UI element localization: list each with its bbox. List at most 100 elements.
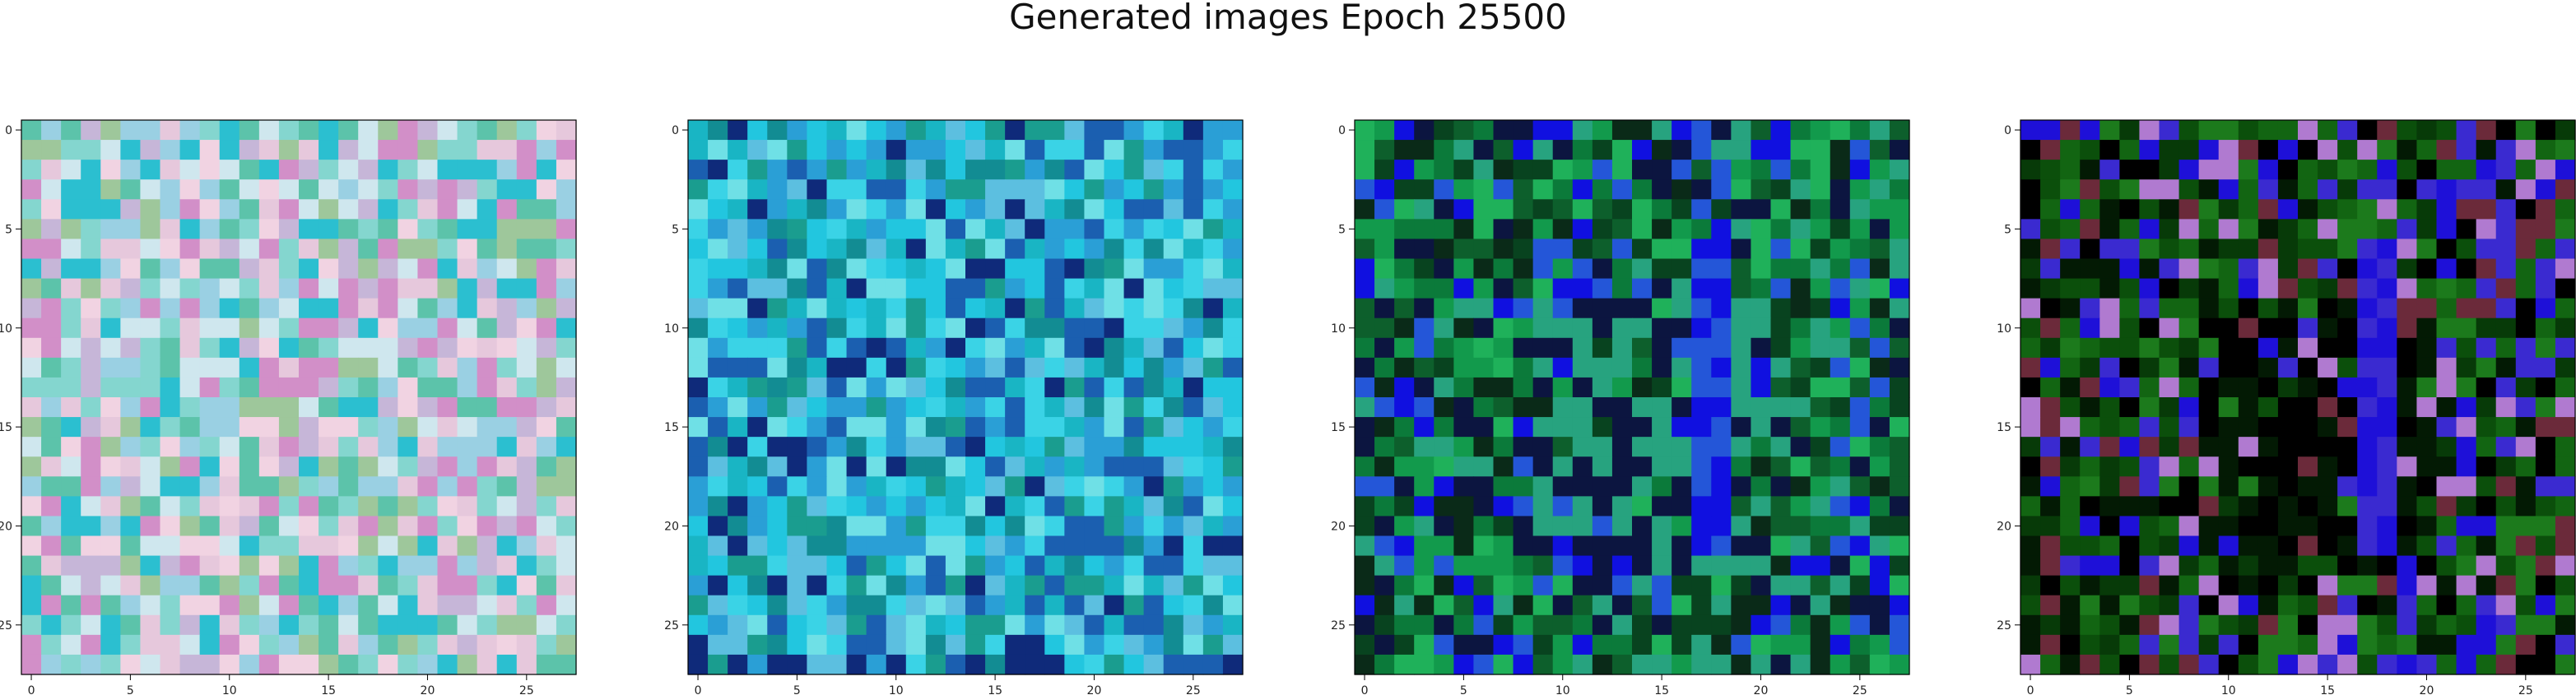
pixel-cell [2257, 278, 2279, 299]
pixel-cell [338, 258, 359, 280]
pixel-cell [2357, 377, 2378, 398]
pixel-cell [61, 397, 81, 418]
pixel-cell [199, 179, 221, 200]
pixel-cell [787, 476, 808, 497]
pixel-cell [2099, 357, 2120, 378]
pixel-cell [2436, 397, 2457, 418]
pixel-cell [945, 179, 966, 200]
pixel-cell [2555, 357, 2576, 378]
pixel-cell [2357, 535, 2378, 557]
pixel-cell [2277, 258, 2299, 280]
pixel-cell [1202, 239, 1224, 260]
pixel-cell [688, 140, 709, 160]
pixel-cell [2020, 317, 2041, 339]
pixel-cell [2257, 298, 2279, 319]
pixel-cell [1163, 654, 1184, 675]
pixel-cell [1453, 456, 1475, 477]
pixel-cell [2555, 140, 2576, 160]
pixel-cell [516, 179, 537, 200]
pixel-cell [1849, 357, 1871, 378]
pixel-cell [417, 397, 439, 418]
pixel-cell [747, 317, 768, 339]
pixel-cell [2257, 160, 2279, 180]
pixel-cell [81, 258, 101, 280]
pixel-cell [1394, 258, 1415, 280]
pixel-cell [2119, 397, 2141, 418]
pixel-cell [1005, 199, 1025, 220]
pixel-cell [1810, 120, 1831, 141]
pixel-cell [100, 437, 121, 457]
pixel-cell [688, 496, 709, 517]
pixel-cell [2218, 634, 2239, 656]
pixel-cell [2436, 298, 2457, 319]
pixel-cell [41, 120, 62, 141]
pixel-cell [2397, 199, 2418, 220]
pixel-cell [1044, 614, 1065, 636]
pixel-cell [1355, 317, 1375, 339]
pixel-cell [2218, 437, 2239, 457]
pixel-cell [81, 120, 101, 141]
pixel-cell [477, 239, 498, 260]
pixel-cell [945, 575, 966, 596]
pixel-cell [1104, 317, 1125, 339]
pixel-cell [2159, 516, 2180, 537]
pixel-cell [2515, 555, 2536, 577]
pixel-cell [477, 555, 498, 577]
pixel-cell [1711, 219, 1732, 240]
pixel-cell [2337, 377, 2358, 398]
pixel-cell [299, 654, 319, 675]
pixel-cell [2178, 575, 2200, 596]
pixel-cell [905, 278, 927, 299]
pixel-cell [2357, 258, 2378, 280]
pixel-cell [807, 535, 828, 557]
pixel-cell [299, 397, 319, 418]
pixel-cell [1183, 258, 1204, 280]
pixel-cell [1889, 357, 1910, 378]
pixel-cell [2178, 654, 2200, 675]
pixel-cell [2555, 614, 2576, 636]
pixel-cell [1849, 258, 1871, 280]
pixel-cell [2218, 476, 2239, 497]
pixel-cell [2060, 377, 2081, 398]
pixel-cell [905, 614, 927, 636]
pixel-cell [2397, 140, 2418, 160]
pixel-cell [846, 219, 867, 240]
pixel-cell [1810, 317, 1831, 339]
pixel-cell [278, 535, 300, 557]
pixel-cell [2397, 437, 2418, 457]
pixel-cell [1691, 614, 1712, 636]
pixel-cell [866, 219, 887, 240]
pixel-cell [1731, 120, 1752, 141]
pixel-cell [2397, 456, 2418, 477]
pixel-cell [965, 337, 986, 359]
pixel-cell [1513, 140, 1534, 160]
x-tick-label: 20 [1087, 684, 1102, 695]
pixel-cell [2318, 278, 2338, 299]
pixel-cell [905, 516, 927, 537]
pixel-cell [1374, 317, 1395, 339]
pixel-cell [2337, 140, 2358, 160]
pixel-cell [925, 496, 946, 517]
pixel-cell [866, 456, 887, 477]
pixel-cell [299, 377, 319, 398]
pixel-cell [2476, 654, 2497, 675]
pixel-cell [378, 357, 398, 378]
pixel-cell [767, 397, 788, 418]
pixel-cell [1532, 456, 1554, 477]
pixel-cell [688, 614, 709, 636]
pixel-cell [1672, 199, 1692, 220]
pixel-cell [2218, 614, 2239, 636]
pixel-cell [1434, 337, 1454, 359]
pixel-cell [219, 614, 240, 636]
pixel-cell [886, 337, 907, 359]
pixel-cell [378, 476, 398, 497]
pixel-cell [81, 377, 101, 398]
pixel-cell [826, 357, 848, 378]
pixel-cell [536, 595, 557, 616]
pixel-cell [358, 140, 379, 160]
pixel-cell [2555, 437, 2576, 457]
pixel-cell [556, 437, 577, 457]
pixel-cell [120, 555, 142, 577]
pixel-cell [2099, 140, 2120, 160]
x-tick-label: 25 [1853, 684, 1867, 695]
